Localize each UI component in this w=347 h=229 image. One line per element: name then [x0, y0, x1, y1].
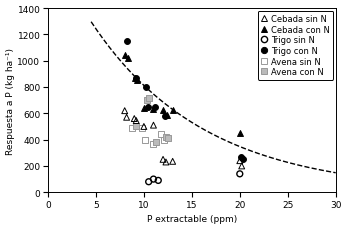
Point — [163, 161, 169, 164]
Point — [124, 40, 129, 44]
Point — [144, 99, 150, 103]
Point — [170, 109, 176, 112]
Point — [132, 117, 137, 121]
Point — [158, 133, 164, 137]
Point — [134, 119, 139, 123]
Point — [151, 177, 156, 181]
X-axis label: P extractable (ppm): P extractable (ppm) — [147, 215, 237, 224]
Point — [122, 54, 127, 58]
Point — [165, 137, 171, 141]
Point — [240, 158, 245, 161]
Point — [134, 125, 139, 129]
Point — [160, 158, 166, 161]
Point — [239, 164, 245, 168]
Point — [237, 172, 243, 176]
Point — [142, 138, 147, 142]
Point — [133, 77, 138, 80]
Point — [141, 125, 147, 129]
Point — [124, 116, 129, 120]
Point — [170, 160, 176, 164]
Y-axis label: Respuesta a P (kg ha⁻¹): Respuesta a P (kg ha⁻¹) — [6, 47, 15, 154]
Point — [146, 96, 151, 100]
Point — [146, 180, 151, 184]
Point — [134, 79, 140, 83]
Legend: Cebada sin N, Cebada con N, Trigo sin N, Trigo con N, Avena sin N, Avena con N: Cebada sin N, Cebada con N, Trigo sin N,… — [258, 11, 333, 80]
Point — [134, 77, 139, 80]
Point — [153, 106, 158, 110]
Point — [141, 107, 147, 110]
Point — [122, 109, 127, 113]
Point — [237, 132, 243, 135]
Point — [161, 138, 167, 142]
Point — [155, 179, 161, 183]
Point — [125, 57, 130, 61]
Point — [151, 124, 156, 127]
Point — [145, 106, 151, 110]
Point — [143, 86, 149, 90]
Point — [237, 159, 243, 163]
Point — [151, 107, 156, 111]
Point — [162, 114, 168, 118]
Point — [164, 113, 170, 117]
Point — [160, 109, 166, 112]
Point — [154, 141, 159, 144]
Point — [151, 142, 156, 146]
Point — [163, 136, 169, 139]
Point — [129, 126, 135, 130]
Point — [139, 126, 145, 130]
Point — [238, 156, 244, 160]
